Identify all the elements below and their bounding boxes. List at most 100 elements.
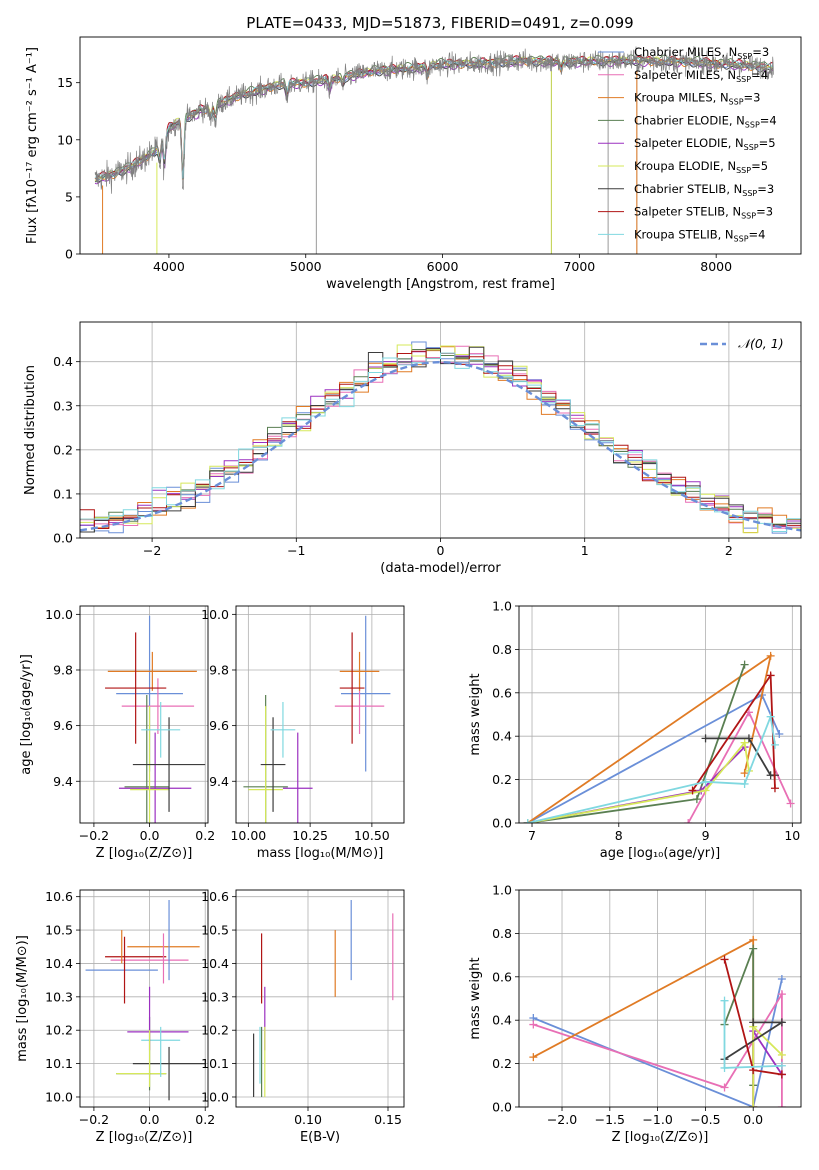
y-tick-label: 10.0 [45, 1089, 73, 1104]
legend-label-value: =4 [751, 68, 768, 82]
x-axis-label: mass [log₁₀(M/M⊙)] [257, 846, 384, 861]
axis-ticks: −0.2 0.0 0.2 9.4 9.6 9.8 10.0 [45, 607, 215, 843]
x-tick-label: 0.0 [743, 1112, 763, 1127]
legend-label-value: =4 [749, 227, 766, 241]
x-tick-label: 10 [784, 828, 800, 843]
axis-ticks: 4000 5000 6000 7000 8000 0 5 10 15 [57, 75, 732, 274]
x-tick-label: −1.0 [642, 1112, 672, 1127]
weight-marker [749, 1018, 758, 1027]
weight-marker [740, 769, 749, 778]
x-tick-label: −2 [143, 543, 161, 558]
weight-marker [770, 740, 779, 749]
weight-marker [766, 712, 775, 721]
x-tick-label: 0.15 [374, 1112, 402, 1127]
x-tick-label: 0 [437, 543, 445, 558]
weight-marker [740, 779, 749, 788]
axis-ticks: 0.10 0.15 10.0 10.1 10.2 10.3 10.4 10.5 10.6 [201, 889, 402, 1127]
legend-label: Salpeter MILES, NSSP=4 [634, 68, 768, 84]
spectrum-panel: 4000 5000 6000 7000 8000 0 5 10 15 wavelength [An… [25, 36, 802, 292]
legend-label-value: =3 [752, 45, 769, 59]
weight-line [527, 740, 750, 823]
plot-area [523, 651, 795, 823]
y-tick-label: 0 [65, 247, 73, 262]
observed-spectrum-line [94, 46, 774, 194]
legend-label-subscript: SSP [736, 75, 751, 84]
plot-area [94, 46, 774, 254]
weight-marker [701, 734, 710, 743]
y-tick-label: 0.2 [53, 442, 73, 457]
y-axis-label: mass weight [468, 957, 483, 1039]
axes-frame [518, 605, 802, 824]
x-axis-label: E(B-V) [300, 1130, 340, 1145]
x-axis-label: Z [log₁₀(Z/Z⊙)] [96, 1130, 193, 1145]
y-tick-label: 10.0 [45, 607, 73, 622]
axis-ticks: −2.0 −1.5 −1.0 −0.5 0.0 0.0 0.2 0.4 0.6 0.8 1.0 [492, 883, 763, 1128]
y-tick-label: 10.5 [201, 923, 229, 938]
normal-curve [80, 360, 801, 532]
weight-marker [740, 738, 749, 747]
legend-label-subscript: SSP [742, 189, 757, 198]
weight-marker [777, 1061, 786, 1070]
y-axis-label: mass weight [468, 673, 483, 755]
legend-label-value: =3 [744, 91, 761, 105]
legend-label-text: Salpeter ELODIE, N [634, 136, 744, 150]
legend-label: Chabrier ELODIE, NSSP=4 [634, 113, 777, 129]
weight-marker [720, 996, 729, 1005]
weight-marker [777, 1103, 786, 1107]
y-tick-label: 9.6 [53, 718, 73, 733]
x-tick-label: 1 [581, 543, 589, 558]
y-tick-label: 9.8 [53, 662, 73, 677]
y-tick-label: 10.0 [201, 1089, 229, 1104]
y-tick-label: 1.0 [492, 599, 512, 614]
weight-line [532, 938, 755, 1107]
axis-ticks: 10.00 10.25 10.50 9.4 9.6 9.8 10.0 [201, 607, 390, 843]
legend-label: 𝒩(0, 1) [738, 336, 784, 351]
axes-frame [79, 889, 209, 1108]
weight-marker [749, 935, 758, 944]
age-vs-z-panel: −0.2 0.0 0.2 9.4 9.6 9.8 10.0 Z [log₁₀(Z/Z⊙)] ag… [19, 605, 215, 861]
axes-frame [79, 321, 802, 539]
legend-label: Kroupa MILES, NSSP=3 [634, 91, 760, 107]
legend-label-subscript: SSP [745, 120, 760, 129]
weight-line [527, 693, 781, 823]
x-tick-label: 0.0 [140, 828, 160, 843]
y-tick-label: 0.8 [492, 926, 512, 941]
legend-label-subscript: SSP [741, 212, 756, 221]
y-tick-label: 5 [65, 189, 73, 204]
x-tick-label: −0.2 [79, 1112, 109, 1127]
x-tick-label: 0.2 [195, 1112, 215, 1127]
weight-marker [775, 730, 784, 739]
x-tick-label: 2 [725, 543, 733, 558]
legend-label: Salpeter STELIB, NSSP=3 [634, 205, 773, 221]
residual-legend: 𝒩(0, 1) [700, 336, 784, 351]
age-vs-mass-panel: 10.00 10.25 10.50 9.4 9.6 9.8 10.0 mass [log₁₀(… [201, 605, 405, 861]
weight-line [527, 664, 746, 823]
axes-frame [235, 605, 405, 824]
x-tick-label: 7 [528, 828, 536, 843]
weight-marker [777, 974, 786, 983]
weight-marker [529, 1053, 538, 1062]
y-axis-label: Flux [fλ10⁻¹⁷ erg cm⁻² s⁻¹ A⁻¹] [25, 47, 40, 244]
x-tick-label: 10.25 [292, 828, 328, 843]
x-tick-label: 6000 [427, 259, 459, 274]
y-tick-label: 10.2 [201, 1023, 229, 1038]
legend-label-value: =5 [759, 136, 776, 150]
grid-lines [80, 890, 208, 1107]
y-tick-label: 0.8 [492, 642, 512, 657]
weight-marker [777, 1018, 786, 1027]
y-tick-label: 10 [57, 132, 73, 147]
y-tick-label: 1.0 [492, 883, 512, 898]
y-tick-label: 0.6 [492, 685, 512, 700]
x-tick-label: −0.5 [690, 1112, 720, 1127]
y-tick-label: 0.0 [53, 531, 73, 546]
legend-label-text: Kroupa ELODIE, N [634, 159, 736, 173]
x-axis-label: wavelength [Angstrom, rest frame] [326, 277, 555, 292]
weight-marker [684, 819, 693, 823]
axes-frame [235, 889, 405, 1108]
x-axis-label: Z [log₁₀(Z/Z⊙)] [612, 1130, 709, 1145]
legend-label-subscript: SSP [734, 234, 749, 243]
x-tick-label: 0.2 [195, 828, 215, 843]
legend-label-subscript: SSP [729, 98, 744, 107]
axes-frame [79, 605, 209, 824]
weight-marker [786, 799, 795, 808]
